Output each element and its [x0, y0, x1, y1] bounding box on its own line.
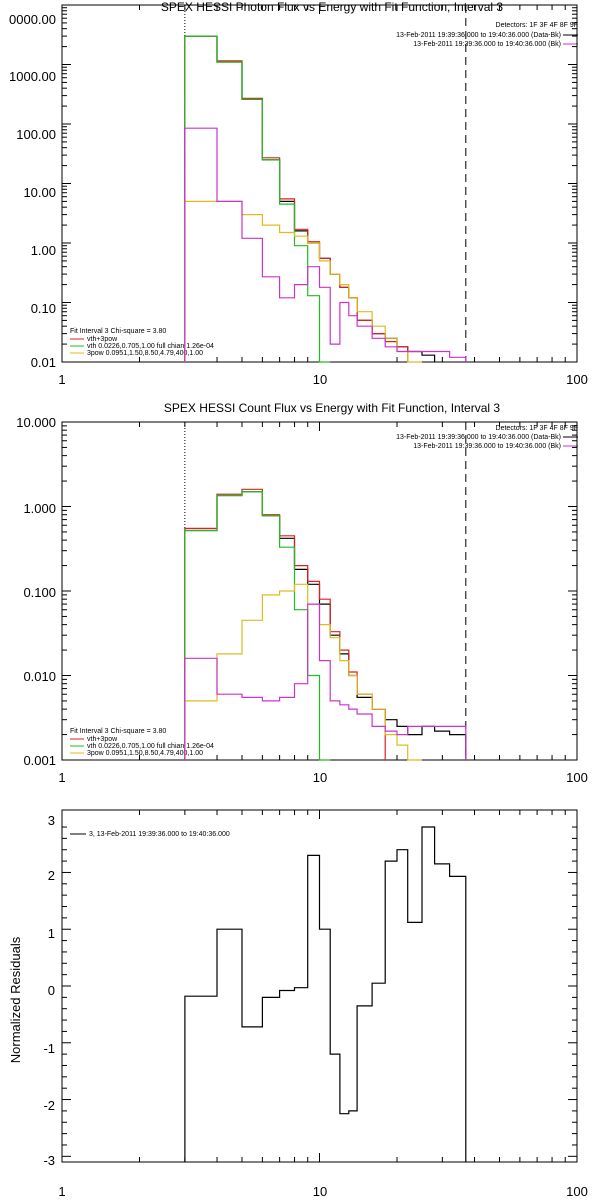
x-tick-labels: 1 10 100	[58, 1184, 587, 1199]
x-tick-label: 100	[566, 1184, 588, 1199]
x-tick-label: 100	[566, 372, 588, 387]
y-tick-label: 10.00	[23, 185, 56, 200]
x-tick-label: 1	[58, 372, 65, 387]
series-bk	[184, 127, 467, 362]
y-tick-label: 0.010	[23, 669, 56, 684]
x-tick-label: 10	[313, 1184, 327, 1199]
x-tick-label: 1	[58, 1184, 65, 1199]
y-tick-labels: 0.001 0.010 0.100 1.000 10.000	[16, 415, 56, 768]
legend-entry-3pow: 3pow 0.0951,1.50,8.50,4.79,400,1.00	[87, 750, 203, 757]
legend-entry-vth-3pow: vth+3pow	[87, 736, 118, 743]
y-tick-label: 1	[48, 926, 55, 941]
series-data-bk	[184, 35, 436, 362]
x-tick-labels: 1 10 100	[58, 770, 587, 785]
legend-detectors: Detectors: 1F 3F 4F 8F 9F	[496, 425, 578, 432]
residuals-panel: Normalized Residuals 1 10 100 -3 -2 -1 0…	[8, 813, 588, 1199]
y-tick-label: 0000.00	[9, 12, 56, 27]
series-data-bk	[184, 491, 467, 760]
plot-area	[61, 4, 578, 363]
series-residuals	[184, 826, 467, 1162]
series-vth	[184, 491, 331, 761]
y-tick-label: -3	[43, 1153, 55, 1168]
legend-fit-header: Fit Interval 3 Chi-square = 3.80	[70, 728, 166, 735]
y-tick-label: 10.000	[16, 415, 56, 430]
legend-entry-vth-3pow: vth+3pow	[87, 336, 118, 343]
legend-top-left: 3, 13-Feb-2011 19:39:36.000 to 19:40:36.…	[70, 831, 230, 838]
legend-bottom-left: Fit Interval 3 Chi-square = 3.80 vth+3po…	[70, 328, 214, 357]
series-bk	[184, 603, 467, 760]
legend-top-right: Detectors: 1F 3F 4F 8F 9F 13-Feb-2011 19…	[396, 22, 578, 48]
y-tick-label: 0.001	[23, 753, 56, 768]
plot-area	[61, 809, 578, 1163]
legend-entry-bk: 13-Feb-2011 19:39:36.000 to 19:40:36.000…	[413, 443, 561, 450]
legend-entry-vth: vth 0.0226,0.705,1.00 full chian 1.26e-0…	[87, 743, 214, 750]
y-tick-labels: 0.01 0.10 1.00 10.00 100.00 1000.00 0000…	[9, 12, 56, 370]
legend-entry-3pow: 3pow 0.0951,1.50,8.50,4.79,400,1.00	[87, 350, 203, 357]
x-tick-label: 10	[313, 372, 327, 387]
y-tick-label: 0	[48, 983, 55, 998]
x-tick-label: 1	[58, 770, 65, 785]
y-tick-label: 1.000	[23, 501, 56, 516]
y-tick-label: 2	[48, 868, 55, 883]
y-axis-label: Normalized Residuals	[8, 936, 23, 1063]
legend-entry-residuals: 3, 13-Feb-2011 19:39:36.000 to 19:40:36.…	[89, 831, 230, 838]
y-tick-labels: -3 -2 -1 0 1 2 3	[43, 813, 55, 1168]
y-tick-label: 3	[48, 813, 55, 828]
series-3pow	[184, 583, 422, 761]
series-3pow	[184, 200, 422, 363]
legend-entry-vth: vth 0.0226,0.705,1.00 full chian 1.26e-0…	[87, 343, 214, 350]
legend-top-right: Detectors: 1F 3F 4F 8F 9F 13-Feb-2011 19…	[396, 425, 578, 450]
y-tick-label: -2	[43, 1098, 55, 1113]
photon-flux-panel: SPEX HESSI Photon Flux vs Energy with Fi…	[9, 0, 588, 387]
y-tick-label: 1000.00	[9, 69, 56, 84]
y-tick-label: -1	[43, 1041, 55, 1056]
chart-title: SPEX HESSI Count Flux vs Energy with Fit…	[164, 401, 500, 415]
plot-area	[61, 421, 578, 761]
y-tick-label: 0.10	[31, 301, 56, 316]
x-tick-label: 10	[313, 770, 327, 785]
x-tick-label: 100	[566, 770, 588, 785]
legend-entry-data-bk: 13-Feb-2011 19:39:36.000 to 19:40:36.000…	[396, 434, 561, 441]
legend-detectors: Detectors: 1F 3F 4F 8F 9F	[496, 22, 578, 29]
legend-bottom-left: Fit Interval 3 Chi-square = 3.80 vth+3po…	[70, 728, 214, 757]
legend-entry-data-bk: 13-Feb-2011 19:39:36.000 to 19:40:36.000…	[396, 32, 561, 39]
series-vth-3pow	[184, 35, 409, 362]
series-vth	[184, 35, 331, 363]
legend-fit-header: Fit Interval 3 Chi-square = 3.80	[70, 328, 166, 335]
y-tick-label: 100.00	[16, 127, 56, 142]
count-flux-panel: SPEX HESSI Count Flux vs Energy with Fit…	[16, 401, 588, 785]
chart-title: SPEX HESSI Photon Flux vs Energy with Fi…	[161, 0, 503, 14]
y-tick-label: 1.00	[31, 243, 56, 258]
y-tick-label: 0.100	[23, 585, 56, 600]
legend-entry-bk: 13-Feb-2011 19:39:36.000 to 19:40:36.000…	[413, 41, 561, 48]
y-tick-label: 0.01	[31, 355, 56, 370]
x-tick-labels: 1 10 100	[58, 372, 587, 387]
